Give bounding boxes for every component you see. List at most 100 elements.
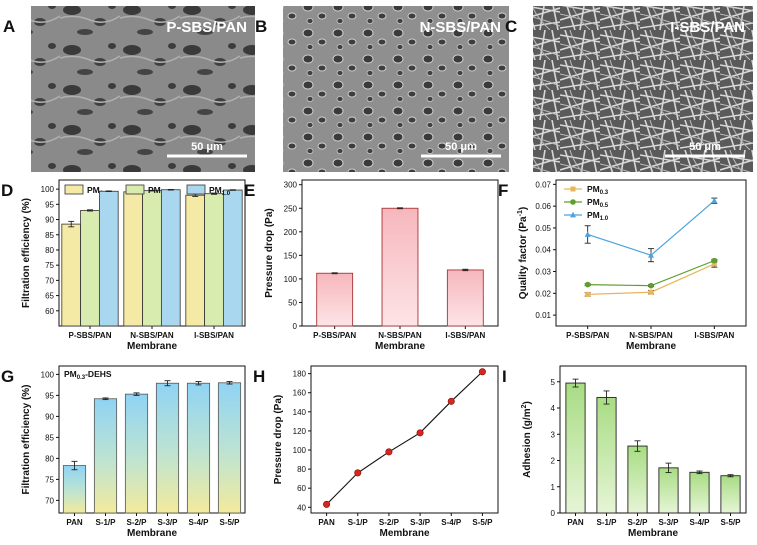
y-tick-label: 50 bbox=[288, 298, 297, 307]
sem-image-A bbox=[31, 6, 255, 172]
bar bbox=[658, 467, 679, 514]
legend-label: PM0.3 bbox=[587, 184, 609, 196]
bar bbox=[627, 445, 648, 514]
y-tick-label: 65 bbox=[45, 292, 54, 301]
y-tick-label: 0.06 bbox=[535, 202, 551, 211]
x-axis-title: Membrane bbox=[127, 341, 177, 352]
y-axis-title: Pressure drop (Pa) bbox=[273, 395, 284, 484]
y-tick-label: 80 bbox=[297, 465, 306, 474]
y-tick-label: 140 bbox=[293, 408, 307, 417]
plot-frame bbox=[559, 365, 747, 514]
series-line bbox=[587, 260, 715, 287]
x-tick-label: S-1/P bbox=[95, 518, 116, 527]
bar bbox=[381, 207, 419, 327]
bar bbox=[93, 398, 118, 514]
bar bbox=[222, 189, 243, 327]
x-tick-label: S-2/P bbox=[627, 518, 648, 527]
y-tick-label: 100 bbox=[41, 370, 55, 379]
x-axis-title: Membrane bbox=[628, 528, 678, 539]
y-tick-label: 0.01 bbox=[535, 311, 551, 320]
y-tick-label: 95 bbox=[45, 200, 54, 209]
data-point bbox=[354, 469, 362, 477]
bar bbox=[689, 471, 710, 514]
panel-letter-C: C bbox=[505, 17, 517, 36]
bar bbox=[186, 382, 211, 514]
x-tick-label: PAN bbox=[66, 518, 83, 527]
x-tick-label: S-1/P bbox=[596, 518, 617, 527]
bar bbox=[142, 190, 162, 327]
x-tick-label: N-SBS/PAN bbox=[378, 331, 422, 340]
y-tick-label: 100 bbox=[284, 275, 298, 284]
chart-G: G 70 75 80 85 90 95 100 PAN S-1/P S-2/P S-3/P S-4/P S… bbox=[1, 365, 246, 539]
sem-title-C: I-SBS/PAN bbox=[670, 19, 745, 36]
y-tick-label: 120 bbox=[293, 427, 307, 436]
x-tick-label: S-3/P bbox=[410, 518, 431, 527]
panel-letter-F: F bbox=[498, 181, 508, 200]
chart-I: I 0 1 2 3 4 5 PAN S-1/P S-2/P S-3/P S-4/P S-5/P Membr… bbox=[502, 365, 747, 539]
y-tick-label: 85 bbox=[45, 231, 54, 240]
y-tick-label: 1 bbox=[551, 483, 556, 492]
y-axis-title: Filtration efficiency (%) bbox=[21, 198, 32, 308]
legend-marker bbox=[570, 199, 576, 205]
legend-label: PM1.0 bbox=[587, 210, 609, 222]
bar bbox=[316, 272, 354, 327]
data-point bbox=[323, 500, 331, 508]
x-tick-label: PAN bbox=[567, 518, 584, 527]
y-tick-label: 0.03 bbox=[535, 268, 551, 277]
bar bbox=[204, 193, 224, 327]
y-tick-label: 80 bbox=[45, 454, 54, 463]
x-tick-label: S-5/P bbox=[720, 518, 741, 527]
y-tick-label: 300 bbox=[284, 181, 298, 190]
data-point bbox=[585, 291, 591, 297]
x-tick-label: S-1/P bbox=[348, 518, 369, 527]
data-point bbox=[648, 251, 654, 258]
x-tick-label: P-SBS/PAN bbox=[313, 331, 356, 340]
x-tick-label: I-SBS/PAN bbox=[694, 331, 734, 340]
bar bbox=[720, 475, 741, 514]
bar bbox=[155, 382, 180, 514]
data-point bbox=[648, 289, 654, 295]
x-tick-label: S-4/P bbox=[441, 518, 462, 527]
y-tick-label: 150 bbox=[284, 251, 298, 260]
chart-F: F 0.01 0.02 0.03 0.04 0.05 0.06 0.07 P-SBS/PAN N-… bbox=[498, 179, 747, 352]
y-tick-label: 100 bbox=[41, 185, 55, 194]
y-axis-title: Filtration efficiency (%) bbox=[21, 384, 32, 494]
bar bbox=[185, 194, 206, 327]
y-tick-label: 4 bbox=[551, 404, 556, 413]
y-axis-title: Adhesion (g/m2) bbox=[521, 401, 533, 478]
panel-letter-E: E bbox=[244, 181, 255, 200]
x-tick-label: S-4/P bbox=[689, 518, 710, 527]
x-tick-label: S-3/P bbox=[658, 518, 679, 527]
data-point bbox=[478, 368, 486, 376]
bar bbox=[80, 210, 100, 327]
scale-label-B: 50 μm bbox=[445, 141, 477, 153]
panel-letter-A: A bbox=[3, 17, 15, 36]
y-tick-label: 75 bbox=[45, 261, 54, 270]
y-axis-title: Pressure drop (Pa) bbox=[264, 208, 275, 297]
legend-marker bbox=[570, 186, 576, 192]
y-tick-label: 180 bbox=[293, 370, 307, 379]
data-point bbox=[584, 231, 591, 237]
y-tick-label: 3 bbox=[551, 430, 556, 439]
bar bbox=[596, 397, 617, 514]
bar bbox=[62, 465, 87, 514]
sem-image-B bbox=[283, 6, 509, 172]
annotation-label: PM0.3-DEHS bbox=[64, 369, 112, 381]
legend-marker bbox=[570, 211, 576, 218]
legend-swatch bbox=[64, 184, 84, 195]
x-axis-title: Membrane bbox=[626, 341, 676, 352]
bar bbox=[123, 191, 144, 327]
y-tick-label: 90 bbox=[45, 216, 54, 225]
scale-label-A: 50 μm bbox=[191, 141, 223, 153]
scale-label-C: 50 μm bbox=[689, 141, 721, 153]
bar bbox=[446, 269, 484, 327]
plot-frame bbox=[310, 365, 499, 514]
y-tick-label: 75 bbox=[45, 475, 54, 484]
x-axis-title: Membrane bbox=[379, 528, 429, 539]
x-tick-label: I-SBS/PAN bbox=[445, 331, 485, 340]
plot-frame bbox=[58, 365, 246, 514]
y-tick-label: 0.02 bbox=[535, 289, 551, 298]
bar bbox=[565, 382, 586, 514]
y-tick-label: 0.05 bbox=[535, 224, 551, 233]
